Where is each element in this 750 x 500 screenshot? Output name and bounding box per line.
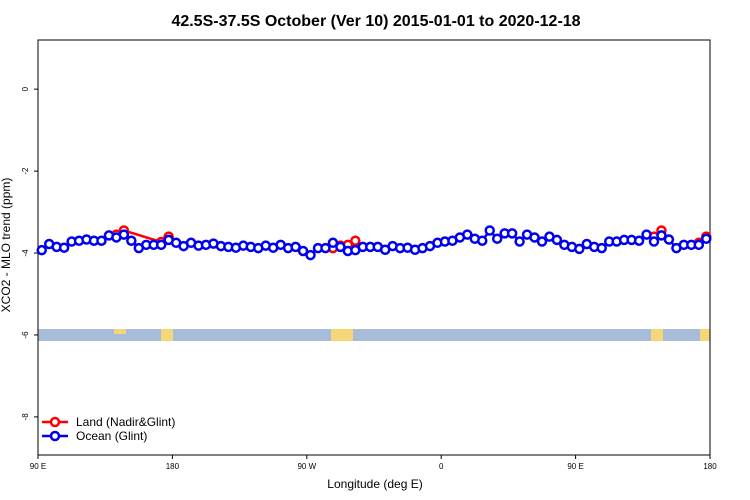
point	[641, 229, 652, 240]
x-tick-label: 90 E	[30, 462, 46, 471]
point	[551, 234, 563, 246]
point	[693, 239, 705, 251]
x-axis-label: Longitude (deg E)	[327, 477, 422, 491]
point	[514, 236, 525, 247]
land-patch	[700, 329, 710, 341]
legend-label: Land (Nadir&Glint)	[76, 415, 175, 429]
point	[648, 236, 660, 247]
point	[118, 229, 130, 240]
point	[462, 229, 473, 240]
point	[663, 234, 675, 245]
point	[536, 236, 548, 247]
chart-title: 42.5S-37.5S October (Ver 10) 2015-01-01 …	[171, 13, 580, 30]
point	[574, 243, 585, 255]
point	[491, 233, 503, 244]
point	[506, 228, 518, 239]
x-tick-label: 90 E	[567, 462, 583, 471]
y-tick-label: -6	[21, 331, 30, 339]
series	[36, 225, 712, 261]
point	[477, 235, 488, 246]
legend: Land (Nadir&Glint)Ocean (Glint)	[42, 415, 175, 443]
point	[290, 241, 301, 253]
point	[320, 242, 331, 254]
point	[701, 233, 712, 244]
point	[155, 239, 167, 251]
y-tick-label: -8	[21, 413, 30, 421]
point	[305, 249, 316, 261]
land-patch	[331, 329, 353, 341]
x-tick-label: 90 W	[297, 462, 316, 471]
point	[484, 225, 495, 236]
x-tick-label: 180	[166, 462, 180, 471]
point	[529, 232, 540, 243]
point	[126, 235, 137, 246]
legend-marker	[49, 430, 61, 442]
point	[327, 237, 339, 249]
x-tick-label: 0	[439, 462, 444, 471]
y-tick-label: -4	[21, 249, 30, 257]
point	[297, 245, 309, 257]
point	[656, 230, 667, 241]
point	[350, 235, 361, 246]
point	[633, 235, 645, 246]
legend-marker	[49, 416, 61, 428]
land-patch	[114, 329, 126, 334]
point	[36, 244, 47, 256]
legend-label: Ocean (Glint)	[76, 429, 147, 443]
point	[58, 242, 70, 253]
land-patch	[651, 329, 663, 341]
land-patch	[161, 329, 173, 341]
point	[596, 242, 607, 254]
point	[335, 241, 346, 253]
x-tick-label: 180	[703, 462, 717, 471]
y-axis-label: XCO2 - MLO trend (ppm)	[0, 178, 13, 313]
y-tick-label: -2	[21, 167, 30, 175]
y-tick-label: 0	[21, 86, 30, 91]
ocean-band	[38, 329, 710, 341]
surface-band	[38, 329, 710, 341]
point	[96, 235, 107, 246]
